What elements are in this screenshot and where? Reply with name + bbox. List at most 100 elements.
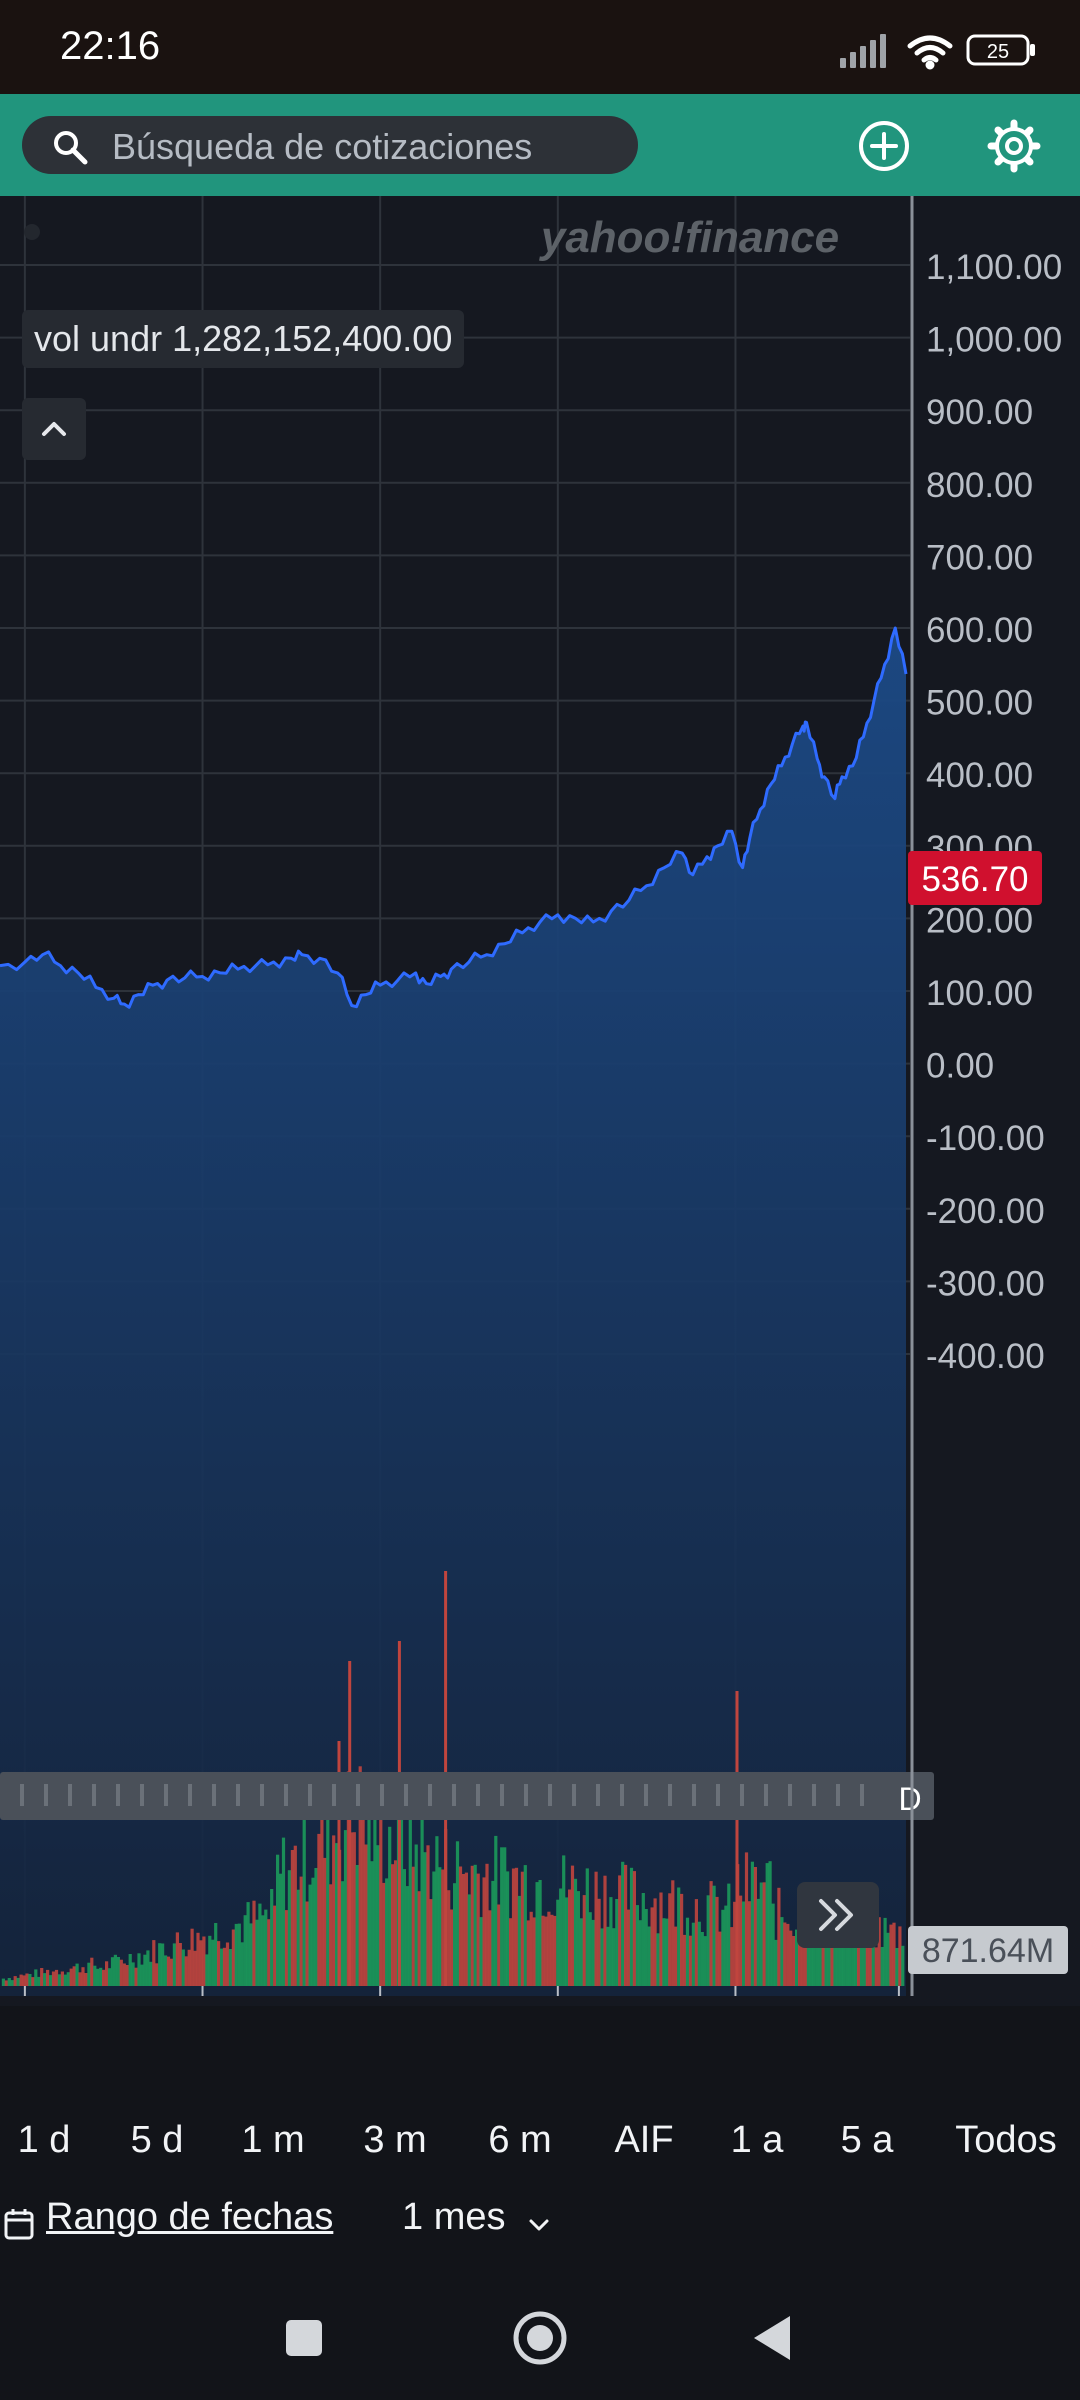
volume-bar — [573, 1878, 578, 1986]
volume-bar — [520, 1871, 524, 1986]
range-scrollbar-grip — [284, 1784, 288, 1806]
volume-bar — [556, 1899, 560, 1986]
interval-select[interactable]: 1 mes — [402, 2196, 550, 2252]
volume-bar — [877, 1917, 881, 1986]
volume-bar — [107, 1968, 112, 1986]
volume-bar — [559, 1888, 563, 1986]
settings-button[interactable] — [986, 118, 1042, 174]
volume-bar — [340, 1881, 345, 1986]
volume-bar — [859, 1945, 864, 1986]
volume-bar — [279, 1873, 283, 1986]
jump-to-latest-button[interactable] — [797, 1882, 879, 1948]
volume-bar — [603, 1875, 607, 1986]
back-button[interactable] — [742, 2306, 806, 2370]
volume-bar — [417, 1891, 421, 1986]
volume-bar — [739, 1895, 743, 1986]
range-scrollbar: D — [0, 1772, 934, 1820]
volume-bar — [228, 1949, 232, 1986]
y-tick-label: 600.00 — [926, 611, 1033, 650]
volume-bar — [332, 1835, 336, 1986]
volume-bar — [662, 1918, 666, 1986]
range-scrollbar-grip — [764, 1784, 768, 1806]
volume-bar — [803, 1941, 808, 1986]
date-range-link[interactable]: Rango de fechas — [46, 2196, 334, 2238]
volume-bar — [22, 1975, 26, 1986]
range-scrollbar-track — [0, 1772, 934, 1820]
add-symbol-button[interactable] — [856, 118, 912, 174]
chart-area[interactable]: D 1,100.00 1,000.00 900.00 800.00 700.00 600.… — [0, 196, 1080, 2006]
volume-bar — [579, 1918, 583, 1986]
volume-bar — [494, 1835, 498, 1986]
period-button-todos[interactable]: Todos — [955, 2119, 1057, 2161]
volume-bar — [72, 1966, 76, 1986]
volume-bar — [700, 1932, 704, 1986]
volume-bar — [172, 1943, 176, 1986]
volume-bar — [806, 1940, 810, 1986]
period-button-1-m[interactable]: 1 m — [241, 2119, 305, 2161]
period-button-aif[interactable]: AIF — [614, 2119, 674, 2161]
volume-bar — [591, 1919, 595, 1986]
volume-bar — [721, 1909, 725, 1986]
volume-bar — [453, 1883, 457, 1986]
volume-bar — [388, 1826, 392, 1986]
volume-bar — [677, 1887, 681, 1986]
volume-bar — [190, 1928, 194, 1986]
volume-bar — [500, 1847, 504, 1986]
period-button-1-d[interactable]: 1 d — [17, 2119, 71, 2161]
volume-bar — [632, 1871, 636, 1986]
period-selector: 1 d 5 d 1 m 3 m 6 m AIF 1 a 5 a Todos — [0, 2108, 1080, 2172]
volume-bar — [105, 1961, 109, 1986]
volume-bar — [585, 1868, 589, 1986]
period-button-5-d[interactable]: 5 d — [130, 2119, 184, 2161]
volume-bar — [538, 1880, 542, 1986]
y-tick-label: 800.00 — [926, 466, 1033, 505]
volume-bar — [16, 1977, 20, 1986]
volume-bar — [812, 1941, 816, 1986]
volume-bar — [273, 1905, 277, 1986]
volume-bar — [302, 1809, 306, 1986]
range-scrollbar-grip — [812, 1784, 816, 1806]
volume-bar — [450, 1909, 454, 1986]
period-button-3-m[interactable]: 3 m — [363, 2119, 427, 2161]
gear-icon — [987, 119, 1041, 173]
volume-bar — [131, 1962, 135, 1986]
search-input[interactable]: Búsqueda de cotizaciones — [22, 116, 638, 174]
volume-bar — [594, 1871, 598, 1986]
volume-bar — [827, 1935, 831, 1986]
collapse-indicators-button[interactable] — [22, 398, 86, 460]
volume-bar — [146, 1950, 150, 1986]
volume-bar — [161, 1943, 165, 1986]
price-chart[interactable]: D 1,100.00 1,000.00 900.00 800.00 700.00 600.… — [0, 196, 1080, 2006]
volume-bar — [432, 1871, 436, 1986]
volume-bar — [777, 1887, 781, 1986]
volume-bar — [485, 1863, 489, 1986]
volume-bar — [753, 1867, 757, 1986]
volume-bar — [818, 1926, 822, 1986]
volume-bar — [40, 1968, 44, 1986]
volume-bar — [385, 1878, 389, 1986]
period-button-1-a[interactable]: 1 a — [730, 2119, 784, 2161]
volume-bar — [582, 1895, 586, 1986]
volume-bar — [883, 1917, 887, 1986]
y-tick-label: 1,100.00 — [926, 248, 1062, 287]
period-button-6-m[interactable]: 6 m — [488, 2119, 552, 2161]
volume-bar — [155, 1963, 159, 1986]
volume-bar — [889, 1924, 893, 1986]
recents-button[interactable] — [272, 2306, 336, 2370]
range-scrollbar-grip — [692, 1784, 696, 1806]
volume-bar — [296, 1889, 300, 1986]
range-scrollbar-grip — [332, 1784, 336, 1806]
range-scrollbar-grip — [596, 1784, 600, 1806]
volume-bar — [798, 1926, 802, 1986]
volume-bar — [358, 1766, 362, 1986]
volume-bar — [461, 1874, 465, 1986]
volume-bar — [541, 1915, 545, 1986]
home-button[interactable] — [508, 2306, 572, 2370]
circle-home-icon — [513, 2311, 567, 2365]
volume-bar — [119, 1959, 123, 1986]
volume-bar — [158, 1943, 162, 1986]
period-button-5-a[interactable]: 5 a — [840, 2119, 894, 2161]
price-axis: 1,100.00 1,000.00 900.00 800.00 700.00 600.00… — [910, 196, 1062, 1996]
volume-bar — [326, 1792, 330, 1986]
volume-bar — [19, 1974, 23, 1986]
